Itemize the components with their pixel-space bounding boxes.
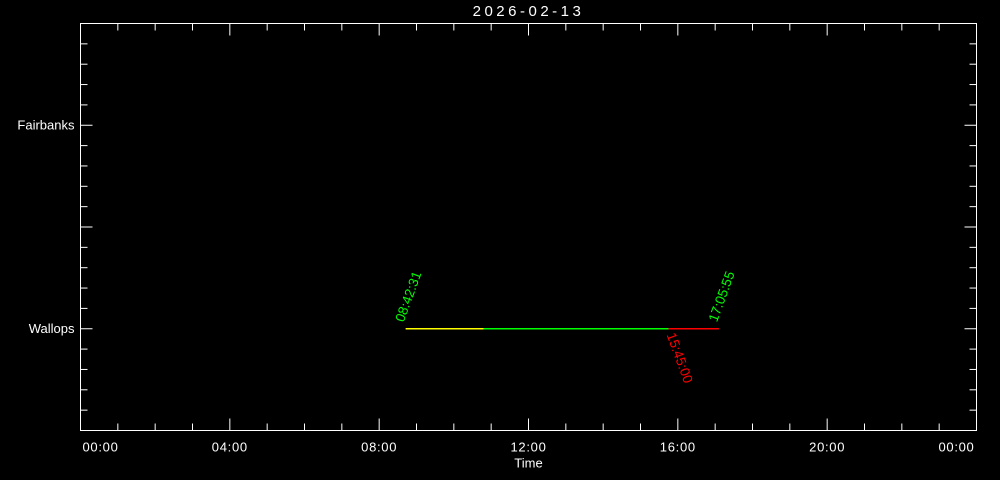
svg-text:12:00: 12:00 [510, 440, 546, 455]
svg-text:00:00: 00:00 [83, 440, 119, 455]
svg-text:Wallops: Wallops [29, 321, 75, 336]
svg-text:2026-02-13: 2026-02-13 [473, 3, 585, 20]
svg-text:16:00: 16:00 [660, 440, 696, 455]
svg-text:Fairbanks: Fairbanks [17, 117, 75, 132]
svg-text:00:00: 00:00 [938, 440, 974, 455]
svg-text:08:00: 08:00 [361, 440, 397, 455]
svg-text:20:00: 20:00 [809, 440, 845, 455]
svg-text:Time: Time [514, 456, 542, 471]
svg-text:04:00: 04:00 [212, 440, 248, 455]
